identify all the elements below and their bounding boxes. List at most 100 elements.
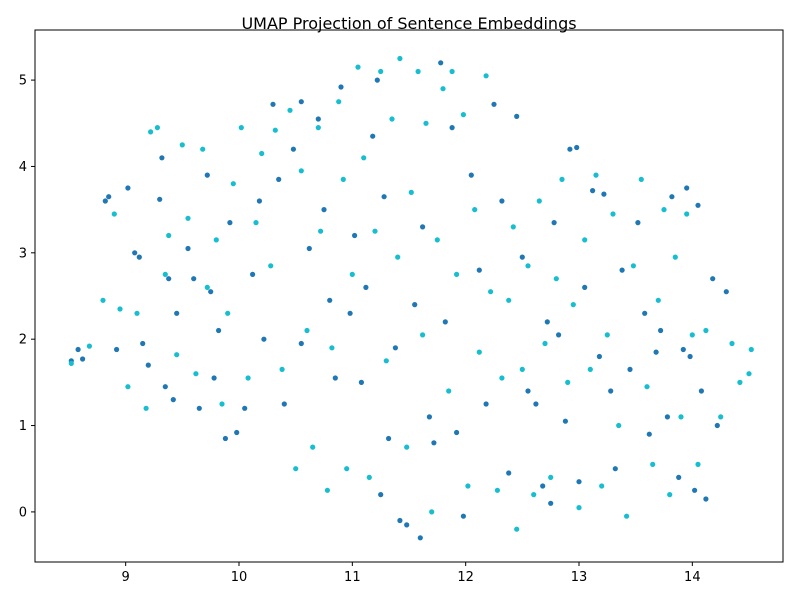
scatter-point xyxy=(304,327,310,334)
scatter-point xyxy=(298,340,304,347)
scatter-point xyxy=(431,440,437,446)
scatter-point xyxy=(576,505,582,511)
scatter-point xyxy=(630,263,637,269)
scatter-point xyxy=(114,346,120,353)
scatter-point xyxy=(253,220,259,226)
scatter-point xyxy=(582,284,588,290)
scatter-point xyxy=(684,185,690,191)
scatter-point xyxy=(599,483,605,489)
scatter-point xyxy=(222,435,228,442)
scatter-point xyxy=(389,116,395,122)
scatter-point xyxy=(703,496,709,502)
scatter-point xyxy=(162,271,168,277)
scatter-point xyxy=(310,444,316,450)
scatter-point xyxy=(170,397,176,403)
x-tick-label: 14 xyxy=(684,570,701,585)
scatter-point xyxy=(525,388,531,394)
scatter-point xyxy=(106,194,112,200)
scatter-point xyxy=(582,237,588,243)
scatter-point xyxy=(415,68,421,75)
scatter-point xyxy=(208,289,214,295)
scatter-point xyxy=(608,388,614,394)
scatter-point xyxy=(460,513,466,519)
y-tick-label: 5 xyxy=(19,74,27,89)
scatter-point xyxy=(250,271,256,277)
scatter-point xyxy=(548,500,554,506)
scatter-point xyxy=(729,340,735,347)
scatter-point xyxy=(684,211,690,217)
scatter-point xyxy=(383,358,389,364)
scatter-point xyxy=(627,366,633,372)
x-tick-label: 9 xyxy=(122,570,130,585)
scatter-point xyxy=(494,487,500,493)
scatter-point xyxy=(650,461,656,467)
scatter-point xyxy=(664,414,671,420)
scatter-point xyxy=(381,194,387,200)
scatter-point xyxy=(562,418,569,424)
scatter-point xyxy=(213,237,219,243)
scatter-point xyxy=(117,306,123,312)
scatter-point xyxy=(476,267,482,273)
scatter-point xyxy=(392,345,398,351)
scatter-point xyxy=(596,353,603,360)
scatter-point xyxy=(449,125,455,131)
scatter-point xyxy=(454,429,460,436)
scatter-point xyxy=(544,319,550,325)
scatter-point xyxy=(397,517,403,524)
scatter-point xyxy=(695,202,701,208)
scatter-point xyxy=(378,492,384,498)
scatter-point xyxy=(519,366,525,372)
scatter-point xyxy=(601,191,607,197)
scatter-point xyxy=(352,232,358,239)
scatter-point xyxy=(242,405,248,411)
scatter-point xyxy=(551,220,557,226)
scatter-point xyxy=(227,220,233,226)
scatter-point xyxy=(397,55,403,62)
scatter-point xyxy=(525,263,531,269)
scatter-point xyxy=(417,535,423,541)
scatter-point xyxy=(449,68,455,75)
plot-frame xyxy=(34,29,784,563)
x-tick-label: 10 xyxy=(231,570,248,585)
scatter-point xyxy=(559,176,565,182)
scatter-point xyxy=(298,168,304,174)
x-tick-label: 12 xyxy=(457,570,474,585)
y-axis: 0 1 2 3 4 5 xyxy=(19,74,35,520)
scatter-point xyxy=(245,375,251,381)
scatter-point xyxy=(157,196,163,202)
scatter-point xyxy=(642,310,648,316)
scatter-point xyxy=(293,466,299,472)
y-tick-label: 1 xyxy=(19,419,27,434)
scatter-point xyxy=(446,388,452,394)
scatter-point xyxy=(321,207,327,213)
scatter-point xyxy=(315,116,321,122)
scatter-point xyxy=(624,513,630,519)
scatter-point xyxy=(340,176,346,182)
scatter-point xyxy=(440,86,446,92)
scatter-point xyxy=(211,375,217,381)
scatter-point xyxy=(261,336,267,342)
scatter-point xyxy=(676,474,682,480)
scatter-point xyxy=(672,254,678,260)
scatter-point xyxy=(159,155,165,161)
scatter-point xyxy=(565,379,571,385)
scatter-point xyxy=(420,224,426,230)
scatter-point xyxy=(746,371,752,377)
scatter-point xyxy=(669,194,675,200)
scatter-point xyxy=(420,332,426,338)
scatter-point xyxy=(268,263,274,269)
scatter-point xyxy=(593,172,599,178)
x-tick-label: 11 xyxy=(344,570,361,585)
scatter-point xyxy=(332,375,338,381)
scatter-point xyxy=(567,146,573,152)
scatter-point xyxy=(499,375,505,381)
scatter-point xyxy=(75,346,81,353)
scatter-point xyxy=(644,384,650,390)
scatter-point xyxy=(426,414,432,420)
scatter-point xyxy=(355,64,361,70)
scatter-point xyxy=(531,492,537,498)
scatter-point xyxy=(514,526,520,532)
scatter-point xyxy=(616,422,622,429)
scatter-point xyxy=(204,172,210,178)
y-tick-label: 0 xyxy=(19,505,27,520)
